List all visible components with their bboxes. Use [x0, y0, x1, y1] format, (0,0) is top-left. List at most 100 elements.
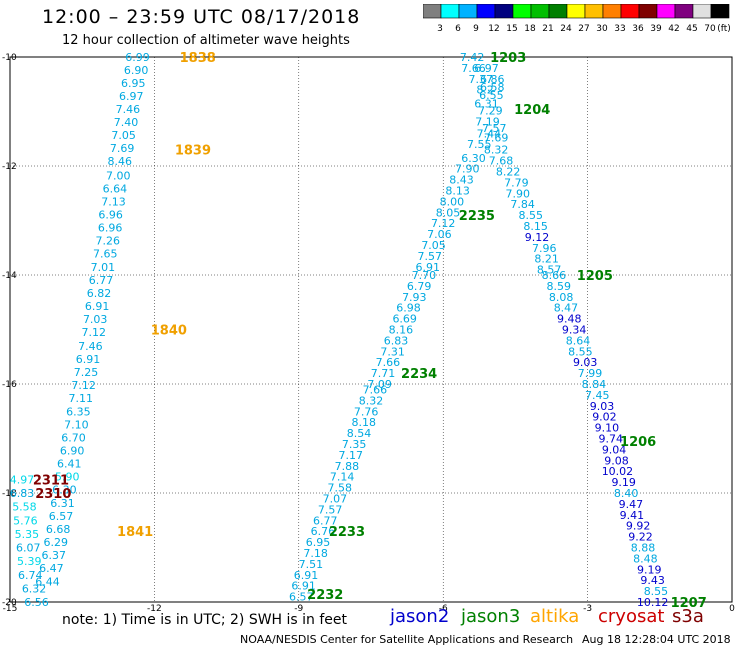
wave-height-value: 6.44	[35, 575, 60, 588]
y-tick-label: -16	[2, 380, 17, 390]
wave-height-value: 6.41	[57, 458, 82, 471]
wave-height-value: 7.69	[484, 132, 509, 145]
wave-height-value: 6.07	[16, 542, 41, 555]
colorbar-label: 9	[473, 24, 479, 34]
wave-height-value: 7.25	[74, 366, 99, 379]
wave-height-value: 8.13	[445, 185, 470, 198]
wave-height-value: 7.09	[367, 378, 392, 391]
x-tick-label: -6	[439, 604, 448, 614]
wave-height-value: 10.02	[602, 465, 634, 478]
wave-height-value: 6.68	[46, 523, 71, 536]
wave-height-value: 8.55	[644, 585, 669, 598]
wave-height-value: 6.57	[49, 510, 74, 523]
wave-height-value: 7.44	[477, 127, 502, 140]
wave-height-value: 8.32	[359, 394, 384, 407]
wave-height-value: 8.15	[523, 220, 548, 233]
wave-height-value: 7.42	[460, 51, 485, 64]
colorbar-label: 42	[668, 24, 679, 34]
wave-height-value: 7.03	[83, 313, 108, 326]
pass-time-label: 1840	[151, 324, 187, 339]
wave-height-value: 6.58	[480, 81, 505, 94]
wave-height-value: 7.26	[95, 235, 120, 248]
wave-height-value: 7.84	[510, 198, 535, 211]
wave-height-value: 7.40	[114, 116, 139, 129]
wave-height-value: 8.57	[537, 264, 562, 277]
colorbar-label: 70	[704, 24, 716, 34]
y-tick-label: -18	[2, 489, 17, 499]
legend-altika: altika	[530, 606, 580, 627]
wave-height-value: 7.58	[327, 482, 352, 495]
x-tick-label: -3	[583, 604, 592, 614]
chart-title: 12:00 – 23:59 UTC 08/17/2018	[42, 6, 361, 28]
wave-height-value: 5.39	[17, 555, 42, 568]
x-tick-label: -15	[3, 604, 18, 614]
wave-height-value: 7.51	[299, 558, 324, 571]
wave-height-value: 7.29	[478, 104, 503, 117]
wave-height-value: 9.19	[637, 563, 662, 576]
wave-height-value: 7.68	[489, 155, 514, 168]
wave-height-value: 9.04	[602, 443, 627, 456]
wave-height-value: 7.66	[376, 356, 401, 369]
wave-height-value: 9.74	[598, 433, 623, 446]
wave-height-value: 7.79	[504, 176, 529, 189]
wave-height-value: 9.19	[611, 476, 636, 489]
wave-height-value: 6.70	[61, 431, 86, 444]
wave-height-value: 8.59	[546, 280, 571, 293]
pass-time-label: 1207	[671, 596, 707, 611]
wave-height-value: 8.22	[496, 165, 521, 178]
wave-height-value: 6.91	[291, 580, 316, 593]
wave-height-value: 7.66	[363, 383, 388, 396]
wave-height-value: 6.31	[50, 497, 75, 510]
wave-height-value: 9.92	[626, 520, 651, 533]
footer-credit: NOAA/NESDIS Center for Satellite Applica…	[240, 633, 574, 646]
colorbar-swatch	[710, 4, 730, 19]
y-tick-label: -14	[2, 271, 17, 281]
wave-height-value: 6.37	[42, 549, 67, 562]
wave-height-value: 9.22	[628, 531, 653, 544]
wave-height-value: 6.56	[24, 596, 49, 609]
wave-height-value: 7.12	[82, 326, 107, 339]
x-tick-label: -12	[147, 604, 162, 614]
wave-height-value: 7.93	[402, 291, 427, 304]
colorbar-label: 33	[614, 24, 625, 34]
wave-height-value: 7.46	[116, 103, 141, 116]
wave-height-value: 7.57	[318, 503, 343, 516]
wave-height-value: 8.54	[347, 427, 372, 440]
wave-height-value: 7.57	[482, 122, 507, 135]
colorbar-label: 21	[542, 24, 553, 34]
wave-height-value: 7.13	[101, 195, 126, 208]
wave-height-value: 6.97	[474, 62, 499, 75]
color-scale-bar: 3 6 9 12 15 18 21 24 27 30 33 36 39 42 45 70 (ft)	[423, 4, 731, 34]
wave-height-value: 9.08	[604, 454, 629, 467]
y-tick-label: -12	[2, 162, 17, 172]
wave-height-value: 7.10	[64, 418, 89, 431]
wave-height-value: 9.02	[592, 411, 617, 424]
wave-height-value: 5.35	[15, 528, 40, 541]
wave-height-value: 8.55	[519, 209, 544, 222]
wave-height-value: 6.90	[60, 444, 85, 457]
wave-height-value: 8.47	[554, 302, 579, 315]
wave-height-value: 7.12	[431, 217, 456, 230]
pass-time-label: 1206	[620, 435, 656, 450]
wave-height-value: 7.70	[412, 269, 437, 282]
wave-height-value: 7.01	[91, 261, 116, 274]
wave-height-value: 6.86	[480, 73, 505, 86]
wave-height-value: 8.2	[476, 84, 494, 97]
wave-height-value: 7.88	[335, 460, 360, 473]
wave-height-value: 8.88	[631, 542, 656, 555]
wave-height-value: 6.95	[121, 77, 146, 90]
pass-time-label: 2235	[459, 209, 495, 224]
wave-height-value: 6.74	[18, 569, 43, 582]
colorbar-label: 36	[632, 24, 644, 34]
wave-height-value: 6.96	[98, 222, 123, 235]
wave-height-value: 6.30	[461, 152, 486, 165]
wave-height-value: 9.10	[595, 422, 620, 435]
wave-height-value: 8.32	[484, 144, 509, 157]
wave-height-value: 7.17	[339, 449, 364, 462]
wave-height-value: 6.55	[479, 89, 504, 102]
colorbar-label: 6	[455, 24, 461, 34]
wave-height-value: 7.35	[342, 438, 367, 451]
wave-height-value: 6.77	[89, 274, 114, 287]
wave-height-value: 6.31	[474, 97, 499, 110]
wave-height-value: 7.18	[303, 547, 328, 560]
